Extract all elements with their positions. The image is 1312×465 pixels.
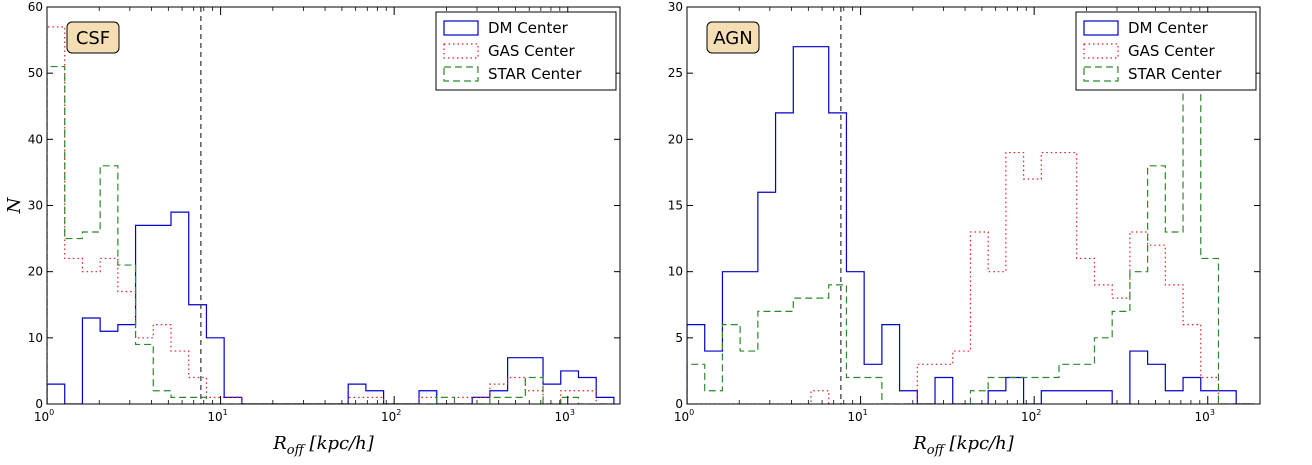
panel-1-series-gas-center: [47, 26, 614, 404]
panel-1-panel-badge: [66, 21, 120, 54]
panel-1-legend-label: GAS Center: [488, 42, 575, 60]
panel-2-x-tick-label: 102: [1021, 408, 1041, 424]
panel-1-legend: DM Center GAS Center STAR Center: [435, 11, 617, 91]
panel-2-panel-label: AGN: [713, 28, 752, 49]
panel-1-x-axis-title: Roff [kpc/h]: [272, 433, 375, 458]
panel-2-legend-label: GAS Center: [1128, 42, 1215, 60]
panel-1-series-dm-center: [47, 211, 615, 404]
panel-1-y-tick-label: 20: [28, 265, 43, 279]
panel-1-series-star-center: [47, 65, 614, 404]
panel-2-y-tick-label: 15: [668, 199, 683, 213]
panel-2-x-tick-label: 103: [1195, 408, 1215, 424]
panel-1-y-tick-label: 10: [28, 331, 43, 345]
panel-1-legend-swatch: [443, 43, 479, 59]
panel-2-legend-swatch: [1083, 66, 1119, 82]
panel-1-x-tick-label: 101: [207, 408, 227, 424]
panel-2-legend-label: DM Center: [1128, 19, 1209, 37]
panel-1-series-group: [47, 26, 615, 404]
panel-2-y-tick-label: 0: [675, 397, 683, 411]
panel-2-legend-swatch: [1083, 20, 1119, 36]
panel-2-x-tick-label: 101: [847, 408, 867, 424]
panel-1-x-tick-label: 102: [381, 408, 401, 424]
panel-2-series-star-center: [687, 72, 1254, 404]
panel-1-y-tick-label: 50: [28, 66, 43, 80]
panel-1-x-tick-label: 103: [555, 408, 575, 424]
panel-1-y-tick-label: 40: [28, 132, 43, 146]
panel-1-csf-histogram: 0 10 20 30 40 50 60 100 101 102 103 Roff [kpc/h] N CS…: [4, 0, 621, 458]
panel-1-y-tick-label: 0: [35, 397, 43, 411]
panel-1-panel-label: CSF: [76, 28, 110, 49]
panel-2-legend-swatch: [1083, 43, 1119, 59]
panel-1-y-tick-label: 60: [28, 0, 43, 14]
panel-1-y-axis-title: N: [4, 196, 25, 214]
panel-1-legend-swatch: [443, 20, 479, 36]
panel-2-series-dm-center: [687, 46, 1254, 404]
panel-1-x-tick-label: 100: [34, 408, 54, 424]
panel-2-panel-badge: [706, 21, 760, 54]
panel-1-legend-label: STAR Center: [488, 65, 582, 83]
panel-2-agn-histogram: 0 5 10 15 20 25 30 100 101 102 103 Roff [kpc/h] AGN D…: [668, 0, 1261, 458]
panel-2-x-tick-label: 100: [674, 408, 694, 424]
panel-1-legend-label: DM Center: [488, 19, 569, 37]
panel-2-x-axis-title: Roff [kpc/h]: [912, 433, 1015, 458]
panel-2-y-tick-label: 20: [668, 132, 683, 146]
panel-2-y-tick-label: 10: [668, 265, 683, 279]
panel-2-y-tick-label: 5: [675, 331, 683, 345]
panel-2-series-group: [687, 46, 1254, 404]
panel-2-legend-label: STAR Center: [1128, 65, 1222, 83]
panel-2-y-tick-label: 30: [668, 0, 683, 14]
panel-1-legend-swatch: [443, 66, 479, 82]
panel-2-legend: DM Center GAS Center STAR Center: [1075, 11, 1257, 91]
panel-1-y-tick-label: 30: [28, 199, 43, 213]
panel-2-y-tick-label: 25: [668, 66, 683, 80]
panel-2-series-gas-center: [687, 151, 1254, 404]
